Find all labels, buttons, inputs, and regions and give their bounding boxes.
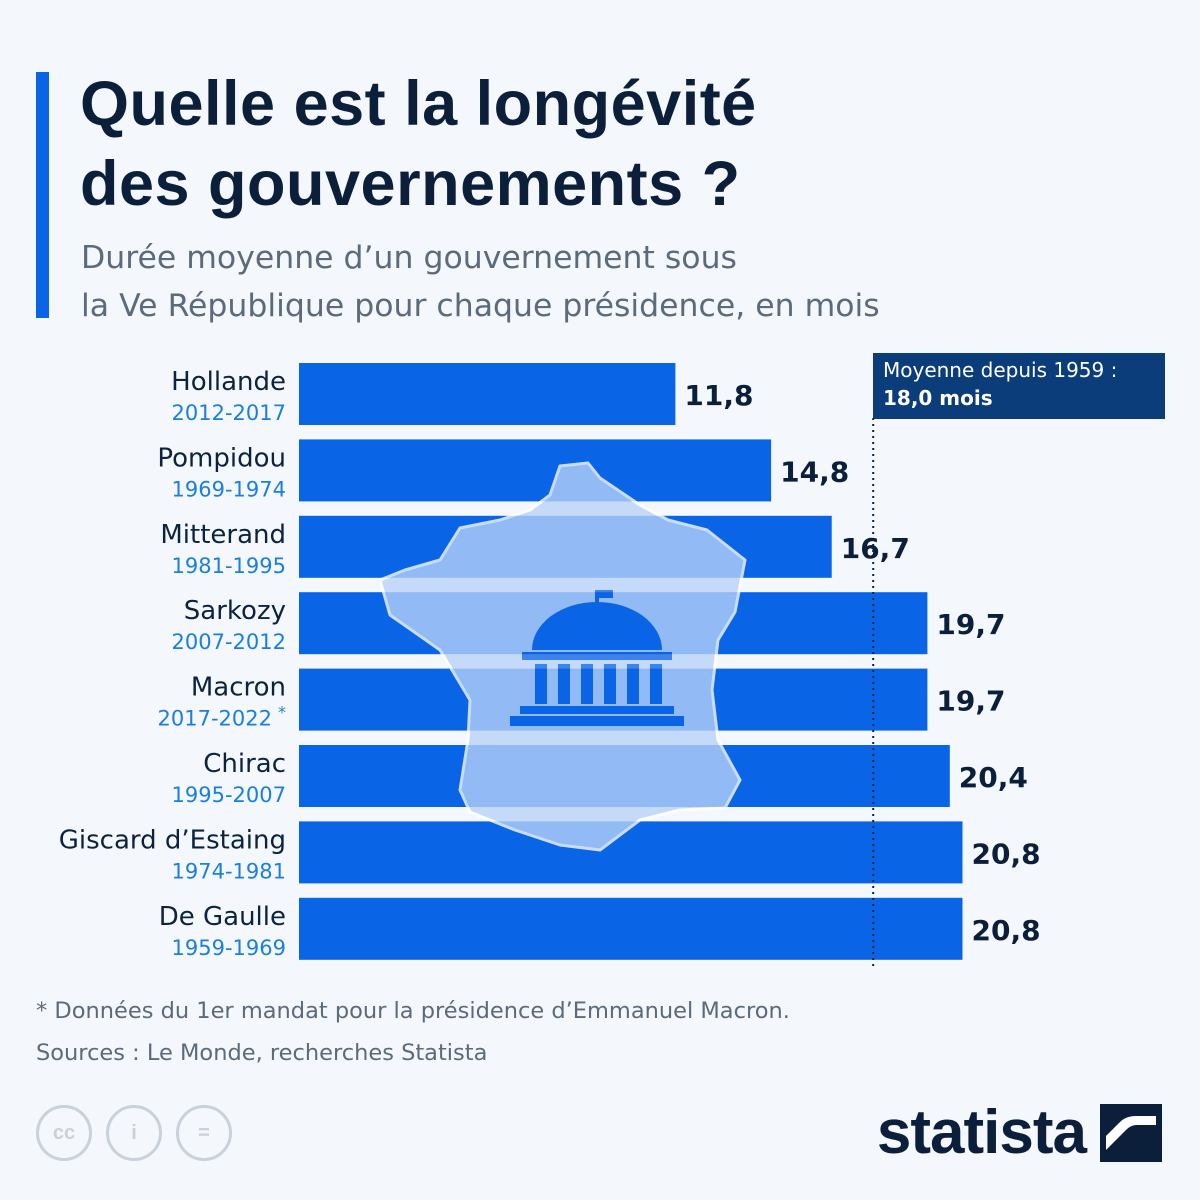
government-building-icon	[510, 590, 684, 726]
period-label-2: 1981-1995	[172, 554, 286, 578]
reference-callout-line-1: Moyenne depuis 1959 :	[883, 358, 1117, 382]
value-label-4: 19,7	[936, 685, 1005, 718]
column-2	[581, 664, 593, 704]
value-label-2: 16,7	[841, 532, 910, 565]
category-label-2: Mitterand	[160, 520, 286, 550]
period-label-5: 1995-2007	[172, 783, 286, 807]
footnote-sources: Sources : Le Monde, recherches Statista	[36, 1040, 488, 1066]
period-range-1: 1969-1974	[172, 477, 286, 501]
statista-logo[interactable]: statista	[877, 1098, 1162, 1168]
page-subtitle: Durée moyenne d’un gouvernement sous la …	[81, 234, 880, 330]
license-icons: cc i =	[36, 1105, 232, 1161]
reference-callout-line-2: 18,0 mois	[883, 386, 993, 410]
period-label-0: 2012-2017	[172, 401, 286, 425]
category-label-3: Sarkozy	[184, 596, 286, 626]
column-3	[604, 664, 616, 704]
statista-wordmark: statista	[876, 1098, 1087, 1167]
column-5	[650, 664, 662, 704]
title-line-1: Quelle est la longévité	[80, 69, 757, 139]
period-label-3: 2007-2012	[172, 630, 286, 654]
period-range-3: 2007-2012	[172, 630, 286, 654]
column-0	[535, 664, 547, 704]
title-line-2: des gouvernements ?	[80, 149, 741, 219]
reference-callout	[873, 353, 1165, 419]
statista-logo-icon	[1100, 1104, 1162, 1162]
subtitle-line-2: la Ve République pour chaque présidence,…	[81, 288, 880, 324]
dome	[532, 602, 662, 650]
value-label-7: 20,8	[972, 914, 1041, 947]
value-label-0: 11,8	[684, 379, 753, 412]
footnote-asterisk-note: * Données du 1er mandat pour la présiden…	[36, 998, 790, 1024]
bar-7	[299, 897, 963, 960]
category-label-6: Giscard d’Estaing	[59, 825, 286, 855]
period-label-1: 1969-1974	[172, 477, 286, 501]
period-range-2: 1981-1995	[172, 554, 286, 578]
attribution-icon[interactable]: i	[106, 1105, 162, 1161]
category-label-0: Hollande	[171, 367, 286, 397]
subtitle-line-1: Durée moyenne d’un gouvernement sous	[81, 240, 737, 276]
entablature	[522, 652, 672, 660]
period-label-4: 2017-2022 *	[158, 703, 286, 731]
category-label-7: De Gaulle	[159, 902, 286, 932]
period-label-6: 1974-1981	[172, 859, 286, 883]
category-label-1: Pompidou	[157, 443, 286, 473]
bar-chart: Moyenne depuis 1959 : 18,0 mois Hollande 20…	[59, 353, 1165, 966]
period-range-6: 1974-1981	[172, 859, 286, 883]
category-label-4: Macron	[191, 673, 286, 703]
footnote: * Données du 1er mandat pour la présiden…	[36, 990, 790, 1074]
flag-pole	[595, 590, 599, 608]
period-range-7: 1959-1969	[172, 936, 286, 960]
no-derivatives-icon[interactable]: =	[176, 1105, 232, 1161]
france-map-illustration	[378, 461, 747, 852]
page-title: Quelle est la longévité des gouvernement…	[80, 64, 757, 224]
value-label-6: 20,8	[972, 837, 1041, 870]
column-4	[627, 664, 639, 704]
period-marker-4: *	[278, 703, 286, 722]
category-label-5: Chirac	[203, 749, 286, 779]
step-2	[510, 716, 684, 726]
value-label-5: 20,4	[959, 761, 1028, 794]
bar-6	[299, 821, 963, 884]
flag	[599, 590, 613, 598]
value-label-3: 19,7	[936, 608, 1005, 641]
period-label-7: 1959-1969	[172, 936, 286, 960]
title-accent-bar	[36, 72, 49, 318]
period-range-0: 2012-2017	[172, 401, 286, 425]
bar-1	[299, 439, 772, 502]
period-range-5: 1995-2007	[172, 783, 286, 807]
period-range-4: 2017-2022	[158, 707, 272, 731]
column-1	[558, 664, 570, 704]
bar-0	[299, 363, 676, 425]
value-label-1: 14,8	[780, 455, 849, 488]
step-1	[520, 706, 674, 714]
creative-commons-icon[interactable]: cc	[36, 1105, 92, 1161]
